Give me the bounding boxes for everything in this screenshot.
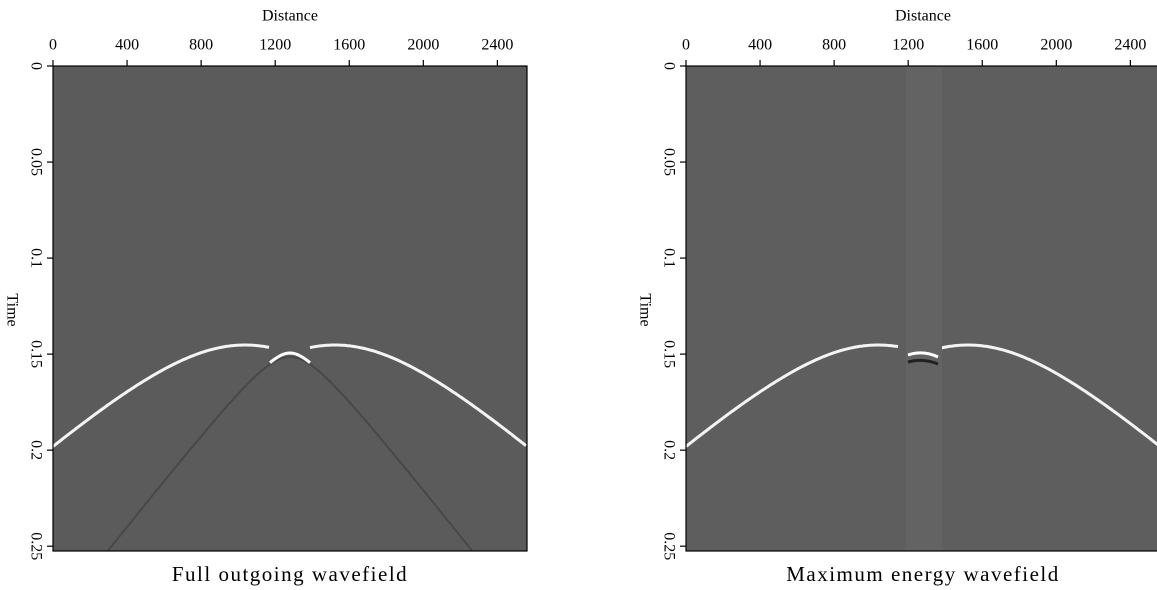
- y-tick-label: 0.05: [660, 148, 677, 176]
- x-tick-label: 2400: [1114, 37, 1146, 54]
- plot-frame: [685, 65, 1157, 552]
- x-axis-label: Distance: [262, 8, 318, 25]
- chart-title: Maximum energy wavefield: [786, 562, 1060, 586]
- y-axis-label: Time: [3, 293, 20, 326]
- wavefront: [686, 343, 899, 448]
- y-tick-label: 0.2: [660, 440, 677, 460]
- x-tick-label: 800: [822, 37, 846, 54]
- x-tick-label: 1200: [259, 37, 291, 54]
- wavefield-image: [53, 66, 527, 551]
- y-tick-label: 0.15: [27, 340, 44, 368]
- wavefront: [309, 343, 527, 447]
- x-tick-label: 800: [189, 37, 213, 54]
- plot-frame: [52, 65, 528, 552]
- masked-band: [906, 66, 942, 551]
- x-tick-label: 400: [748, 37, 772, 54]
- x-tick-label: 1600: [966, 37, 998, 54]
- chart-title: Full outgoing wavefield: [172, 562, 408, 586]
- x-tick-label: 0: [49, 37, 57, 54]
- wavefront: [937, 343, 1157, 447]
- wavefront: [53, 343, 270, 448]
- apex-blob-dark: [907, 358, 939, 366]
- y-tick-label: 0: [660, 62, 677, 70]
- y-tick-label: 0.2: [27, 440, 44, 460]
- x-tick-label: 2000: [1040, 37, 1072, 54]
- y-tick-label: 0.05: [27, 148, 44, 176]
- y-tick-label: 0.1: [27, 248, 44, 268]
- x-tick-label: 2400: [481, 37, 513, 54]
- y-tick-label: 0.1: [660, 248, 677, 268]
- x-tick-label: 400: [115, 37, 139, 54]
- y-axis-label: Time: [636, 293, 653, 326]
- x-tick-label: 1200: [892, 37, 924, 54]
- x-tick-label: 1600: [333, 37, 365, 54]
- x-tick-label: 0: [682, 37, 690, 54]
- apex: [269, 351, 311, 364]
- y-tick-label: 0.25: [660, 532, 677, 560]
- y-tick-label: 0: [27, 62, 44, 70]
- y-tick-label: 0.25: [27, 532, 44, 560]
- inner-wavefront: [106, 356, 474, 551]
- x-tick-label: 2000: [407, 37, 439, 54]
- apex-blob: [907, 351, 939, 359]
- wavefield-image: [686, 66, 1157, 551]
- x-axis-label: Distance: [895, 8, 951, 25]
- y-tick-label: 0.15: [660, 340, 677, 368]
- image-background: [53, 66, 527, 551]
